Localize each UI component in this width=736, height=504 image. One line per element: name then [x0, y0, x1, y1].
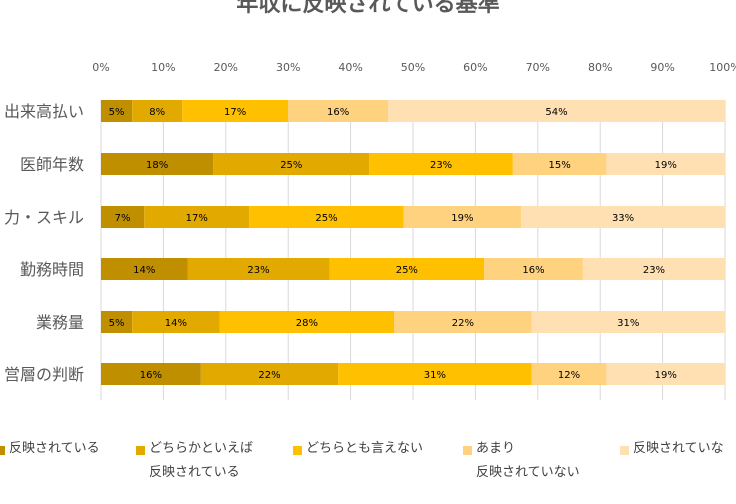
bar-segment: [606, 363, 725, 385]
legend-marker: [0, 446, 5, 455]
x-tick-label: 90%: [650, 61, 674, 74]
data-label: 54%: [545, 107, 567, 118]
data-label: 19%: [451, 213, 473, 224]
data-label: 8%: [149, 107, 165, 118]
data-label: 25%: [280, 160, 302, 171]
bar-segment: [531, 311, 725, 333]
data-label: 5%: [109, 107, 125, 118]
bar-segment: [132, 311, 220, 333]
data-label: 23%: [247, 265, 269, 276]
x-tick-label: 30%: [276, 61, 300, 74]
category-label: 出来高払い: [4, 102, 84, 121]
bar-segment: [144, 206, 250, 228]
bar-segment: [187, 258, 330, 280]
data-label: 16%: [140, 370, 162, 381]
bar-segment: [219, 311, 395, 333]
x-tick-label: 50%: [401, 61, 425, 74]
data-label: 25%: [315, 213, 337, 224]
data-label: 17%: [186, 213, 208, 224]
bar-segment: [394, 311, 532, 333]
data-label: 16%: [522, 265, 544, 276]
legend-label: どちらかといえば 反映されている: [149, 441, 254, 480]
legend-marker: [620, 446, 629, 455]
legend-label: どちらとも言えない: [306, 441, 424, 456]
data-label: 23%: [643, 265, 665, 276]
legend-label: 反映されている: [9, 441, 100, 456]
bar-segment: [200, 363, 339, 385]
bar-segment: [101, 100, 133, 122]
bar-segment: [369, 153, 513, 175]
bar-segment: [338, 363, 532, 385]
legend-marker: [136, 446, 145, 455]
bar-segment: [521, 206, 725, 228]
category-label: 業務量: [36, 313, 84, 332]
data-label: 14%: [133, 265, 155, 276]
data-label: 22%: [452, 318, 474, 329]
x-tick-label: 0%: [92, 61, 109, 74]
data-label: 17%: [224, 107, 246, 118]
legend-label: あまり 反映されていない: [476, 441, 580, 480]
data-label: 33%: [612, 213, 634, 224]
bar-segment: [101, 258, 188, 280]
bar-segment: [403, 206, 522, 228]
data-label: 14%: [165, 318, 187, 329]
bar-segment: [132, 100, 183, 122]
data-label: 16%: [327, 107, 349, 118]
data-label: 25%: [396, 265, 418, 276]
x-tick-label: 10%: [151, 61, 175, 74]
data-label: 31%: [617, 318, 639, 329]
data-label: 19%: [655, 370, 677, 381]
category-label: 医師年数: [20, 155, 84, 174]
legend-marker: [463, 446, 472, 455]
data-label: 12%: [558, 370, 580, 381]
bar-segment: [101, 363, 201, 385]
x-tick-label: 40%: [338, 61, 362, 74]
bar-segment: [182, 100, 289, 122]
bar-segment: [249, 206, 404, 228]
bar-segment: [101, 153, 214, 175]
category-label: 力・スキル: [4, 208, 84, 227]
data-label: 7%: [115, 213, 131, 224]
bar-segment: [512, 153, 607, 175]
category-label: 勤務時間: [20, 260, 84, 279]
data-label: 5%: [109, 318, 125, 329]
bar-segment: [388, 100, 725, 122]
bar-segment: [484, 258, 583, 280]
bar-segment: [329, 258, 485, 280]
legend-label: 反映されていな: [633, 441, 724, 456]
data-label: 28%: [296, 318, 318, 329]
x-tick-label: 100%: [709, 61, 736, 74]
category-label: 営層の判断: [4, 365, 84, 384]
data-label: 18%: [146, 160, 168, 171]
x-tick-label: 20%: [214, 61, 238, 74]
bar-segment: [101, 206, 145, 228]
bar-segment: [606, 153, 725, 175]
chart-title: 年収に反映されている基準: [236, 0, 500, 17]
data-label: 31%: [424, 370, 446, 381]
bar-segment: [288, 100, 389, 122]
data-label: 23%: [430, 160, 452, 171]
data-label: 19%: [655, 160, 677, 171]
bar-segment: [101, 311, 133, 333]
x-tick-label: 80%: [588, 61, 612, 74]
bar-segment: [213, 153, 370, 175]
bar-segment: [531, 363, 607, 385]
data-label: 22%: [258, 370, 280, 381]
legend-marker: [293, 446, 302, 455]
x-tick-label: 60%: [463, 61, 487, 74]
bar-segment: [582, 258, 725, 280]
x-tick-label: 70%: [526, 61, 550, 74]
data-label: 15%: [549, 160, 571, 171]
